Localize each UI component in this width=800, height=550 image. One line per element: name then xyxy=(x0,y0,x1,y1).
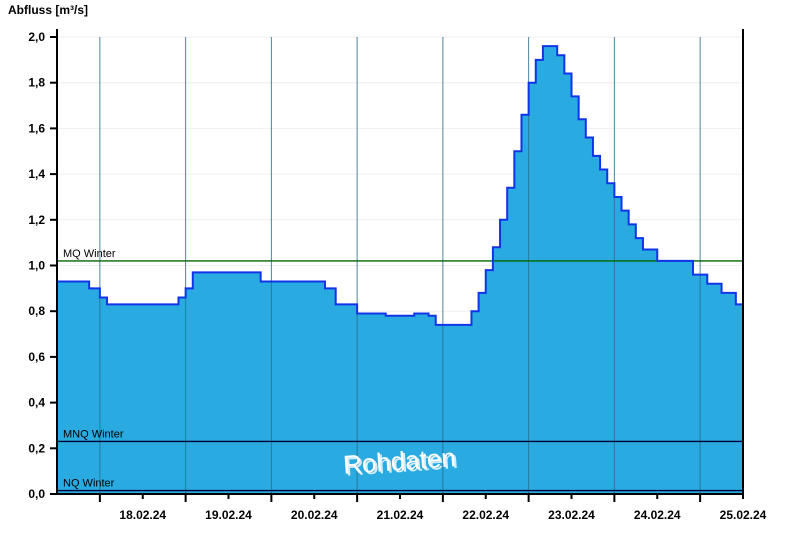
y-axis-tick-label: 1,0 xyxy=(28,259,45,273)
reference-line-labels: MQ Winter MNQ Winter NQ Winter xyxy=(63,248,124,490)
reference-label-nq-winter: NQ Winter xyxy=(63,478,115,490)
y-axis-tick-label: 1,4 xyxy=(28,167,45,181)
y-axis-tick-label: 2,0 xyxy=(28,30,45,44)
y-axis-tick-label: 0,4 xyxy=(28,396,45,410)
y-axis-tick-label: 0,8 xyxy=(28,304,45,318)
day-separators-layer xyxy=(99,37,701,494)
y-axis-tick-label: 1,6 xyxy=(28,121,45,135)
page-title: Abfluss [m³/s] xyxy=(8,3,89,17)
reference-label-mnq-winter: MNQ Winter xyxy=(63,428,124,440)
x-axis-tick-label: 24.02.24 xyxy=(634,508,681,522)
discharge-area-layer xyxy=(57,46,743,494)
reference-label-mq-winter: MQ Winter xyxy=(63,248,116,260)
x-axis-tick-label: 23.02.24 xyxy=(548,508,595,522)
y-axis-labels: 0,0 0,2 0,4 0,6 0,8 1,0 1,2 1,4 1,6 1,8 2,0 xyxy=(28,30,45,501)
x-axis-tick-label: 20.02.24 xyxy=(291,508,338,522)
x-axis-tick-label: 18.02.24 xyxy=(119,508,166,522)
discharge-area xyxy=(57,46,743,494)
y-axis-tick-label: 0,0 xyxy=(28,487,45,501)
x-axis-tick-label: 21.02.24 xyxy=(377,508,424,522)
x-axis-tick-label: 22.02.24 xyxy=(462,508,509,522)
reference-lines-layer xyxy=(57,260,743,492)
x-axis-tick-label: 25.02.24 xyxy=(720,508,767,522)
y-axis-tick-label: 0,2 xyxy=(28,441,45,455)
discharge-line-layer xyxy=(57,45,743,326)
discharge-step-line xyxy=(57,45,743,326)
y-axis-tick-label: 1,2 xyxy=(28,213,45,227)
y-axis-tick-label: 1,8 xyxy=(28,76,45,90)
axes-layer xyxy=(50,29,744,502)
x-axis-labels: 18.02.24 19.02.24 20.02.24 21.02.24 22.02.24… xyxy=(119,508,766,522)
x-axis-tick-label: 19.02.24 xyxy=(205,508,252,522)
y-axis-tick-label: 0,6 xyxy=(28,350,45,364)
